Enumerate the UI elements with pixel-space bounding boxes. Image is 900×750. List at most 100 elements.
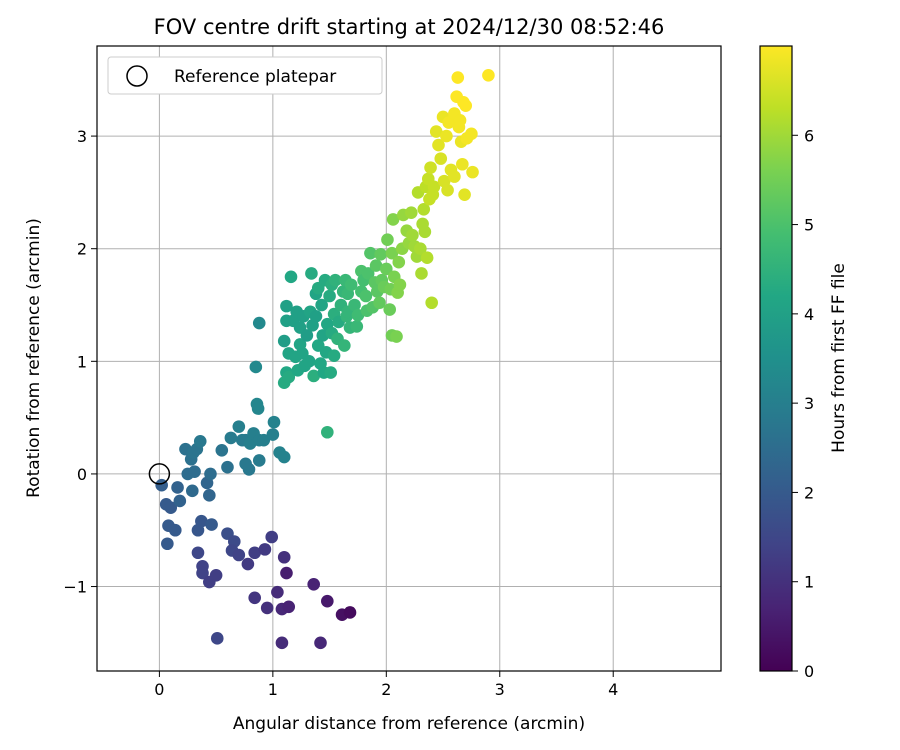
data-point: [307, 577, 320, 591]
data-point: [380, 262, 393, 276]
data-point: [232, 548, 246, 562]
x-tick-label: 2: [381, 680, 391, 699]
colorbar-ticks: 0 1 2 3 4 5 6: [792, 126, 814, 681]
data-point: [204, 467, 217, 481]
data-point: [482, 68, 495, 82]
data-point: [275, 636, 289, 650]
data-point: [418, 225, 432, 239]
data-point: [314, 636, 327, 650]
data-point: [343, 606, 357, 619]
data-point: [242, 463, 256, 476]
data-point: [364, 246, 377, 260]
data-point: [161, 537, 174, 551]
data-point: [282, 370, 296, 384]
chart-title: FOV centre drift starting at 2024/12/30 …: [154, 15, 665, 39]
reference-marker: [148, 463, 171, 485]
data-point: [302, 355, 316, 368]
x-tick-label: 3: [495, 680, 505, 699]
axis-ticks: 0 1 2 3 4 −1 0 1 2 3: [63, 127, 618, 699]
data-point: [381, 233, 394, 246]
data-point: [328, 273, 342, 287]
data-point: [417, 202, 431, 216]
x-tick-label: 4: [608, 680, 618, 699]
data-point: [348, 298, 361, 312]
data-point: [404, 206, 418, 219]
data-point: [191, 546, 205, 560]
data-point: [248, 591, 262, 605]
data-point: [386, 213, 400, 226]
data-point: [441, 183, 454, 197]
data-point: [277, 450, 291, 464]
data-point: [315, 298, 328, 312]
data-point: [434, 152, 448, 165]
data-point: [359, 289, 373, 303]
y-tick-label: 1: [77, 352, 87, 371]
x-tick-label: 1: [268, 680, 278, 699]
data-point: [265, 530, 279, 544]
data-point: [203, 489, 216, 502]
data-point: [338, 339, 351, 352]
legend-label: Reference platepar: [174, 67, 336, 87]
data-point: [257, 433, 271, 447]
data-point: [188, 465, 201, 478]
data-point: [374, 248, 387, 261]
data-point: [350, 320, 364, 333]
data-point: [280, 566, 293, 580]
data-point: [209, 568, 223, 582]
data-point: [385, 246, 399, 260]
data-point: [173, 494, 187, 508]
data-point: [171, 481, 184, 494]
data-point: [456, 157, 469, 171]
data-point: [300, 329, 314, 342]
data-point: [232, 420, 246, 433]
data-point: [361, 267, 375, 280]
data-point: [466, 165, 479, 179]
data-point: [459, 99, 473, 112]
colorbar-tick-label: 0: [804, 662, 814, 681]
colorbar-tick-label: 6: [804, 126, 814, 145]
data-point: [307, 369, 320, 383]
data-point: [383, 303, 397, 316]
data-point: [451, 71, 465, 84]
data-point: [420, 251, 434, 265]
legend-frame: [107, 56, 383, 95]
grid-lines: [97, 46, 721, 671]
data-point: [305, 267, 318, 280]
data-point: [277, 550, 291, 564]
data-point: [369, 259, 383, 272]
plot-frame: [96, 45, 722, 672]
data-point: [284, 270, 298, 284]
data-point: [260, 601, 274, 615]
data-point: [324, 366, 338, 379]
y-tick-label: −1: [63, 578, 87, 597]
data-point: [425, 296, 438, 310]
colorbar-tick-label: 2: [804, 483, 814, 502]
data-point: [458, 188, 471, 201]
data-point: [271, 585, 284, 599]
data-point: [195, 514, 208, 528]
data-point: [414, 242, 427, 256]
data-point: [415, 267, 428, 280]
colorbar: 0 1 2 3 4 5 6 Hours from first FF file: [759, 45, 849, 681]
data-point: [280, 299, 293, 313]
data-point: [267, 415, 281, 429]
x-axis-label: Angular distance from reference (arcmin): [233, 714, 585, 734]
colorbar-tick-label: 4: [804, 305, 814, 324]
legend-marker: [126, 65, 148, 87]
data-point: [309, 309, 323, 323]
y-tick-label: 0: [77, 465, 87, 484]
data-point: [193, 434, 207, 448]
data-point: [432, 138, 445, 152]
data-point: [406, 228, 419, 242]
colorbar-tick-label: 5: [804, 216, 814, 235]
data-point: [266, 428, 280, 441]
data-point: [168, 523, 182, 537]
data-point: [205, 518, 218, 531]
data-point: [465, 127, 478, 141]
data-points: [155, 68, 495, 650]
data-point: [323, 289, 336, 303]
y-axis-label: Rotation from reference (arcmin): [24, 218, 44, 498]
data-point: [392, 255, 406, 269]
data-point: [248, 546, 262, 560]
